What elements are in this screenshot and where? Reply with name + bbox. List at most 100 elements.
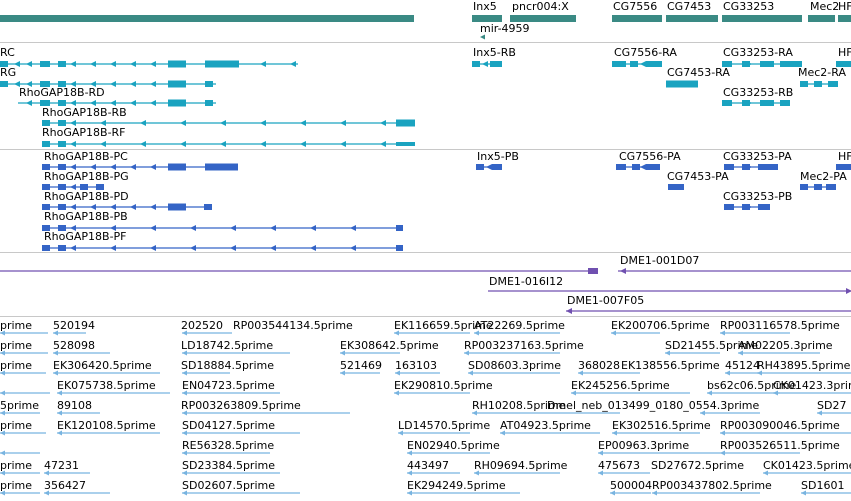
est-strand-arrow[interactable]: [720, 430, 725, 436]
est-label[interactable]: RP003237163.5prime: [464, 339, 584, 352]
est-strand-arrow[interactable]: [611, 330, 616, 336]
transcript-rc-strand-arrow[interactable]: [110, 61, 116, 67]
transcript-rg-strand-arrow[interactable]: [26, 81, 32, 87]
transcript-label[interactable]: RG: [0, 66, 17, 79]
transcript-rd-strand-arrow[interactable]: [90, 100, 96, 106]
transcript-rc-exon[interactable]: [168, 60, 186, 68]
transcript-cg33253-rb-exon[interactable]: [722, 100, 732, 106]
est-label[interactable]: 89108: [57, 399, 92, 412]
est-label[interactable]: RP003116578.5prime: [720, 319, 840, 332]
protein-pb-strand-arrow[interactable]: [190, 225, 196, 231]
protein-mec2-pa-exon[interactable]: [800, 184, 808, 190]
gene-mec2[interactable]: [808, 15, 835, 22]
est-strand-arrow[interactable]: [0, 410, 5, 416]
est-strand-arrow[interactable]: [182, 390, 187, 396]
protein-label[interactable]: CG7453-PA: [667, 170, 729, 183]
protein-cg7556-pa-exon[interactable]: [646, 164, 660, 170]
clone-label[interactable]: DME1-001D07: [620, 254, 700, 267]
transcript-rc-strand-arrow[interactable]: [260, 61, 266, 67]
est-label[interactable]: 520194: [53, 319, 95, 332]
protein-pf-exon[interactable]: [42, 245, 50, 251]
protein-cg33253-pa-exon[interactable]: [724, 164, 734, 170]
est-label[interactable]: prime: [0, 359, 33, 372]
est-label[interactable]: RE56328.5prime: [182, 439, 275, 452]
est-label[interactable]: EK294249.5prime: [407, 479, 506, 492]
transcript-rb-strand-arrow[interactable]: [100, 120, 106, 126]
est-strand-arrow[interactable]: [468, 370, 473, 376]
gene-label[interactable]: Mec2: [810, 0, 840, 13]
est-strand-arrow[interactable]: [182, 430, 187, 436]
transcript-rd-exon[interactable]: [40, 100, 50, 106]
est-strand-arrow[interactable]: [182, 410, 187, 416]
protein-label[interactable]: RhoGAP18B-PB: [44, 210, 128, 223]
est-strand-arrow[interactable]: [474, 470, 479, 476]
transcript-inx5-rb-exon[interactable]: [490, 61, 502, 67]
transcript-label[interactable]: CG33253-RA: [723, 46, 793, 59]
protein-pd-exon[interactable]: [168, 203, 186, 211]
est-label[interactable]: AT04923.5prime: [500, 419, 591, 432]
est-strand-arrow[interactable]: [707, 390, 712, 396]
gene-label[interactable]: CG7556: [613, 0, 658, 13]
transcript-cg7556-ra-exon[interactable]: [630, 61, 638, 67]
est-label[interactable]: 528098: [53, 339, 95, 352]
est-strand-arrow[interactable]: [700, 410, 705, 416]
est-label[interactable]: RP003526511.5prime: [720, 439, 840, 452]
protein-label[interactable]: RhoGAP18B-PC: [44, 150, 128, 163]
est-strand-arrow[interactable]: [464, 350, 469, 356]
est-strand-arrow[interactable]: [598, 450, 603, 456]
protein-pc-exon[interactable]: [42, 164, 50, 170]
est-label[interactable]: RP003090046.5prime: [720, 419, 840, 432]
est-label[interactable]: 475673: [598, 459, 640, 472]
transcript-rb-strand-arrow[interactable]: [260, 120, 266, 126]
protein-cg7453-pa-exon[interactable]: [668, 184, 684, 190]
gene-label[interactable]: Inx5: [473, 0, 497, 13]
est-label[interactable]: Dmel_neb_013499_0180_0554.3prime: [547, 399, 760, 412]
transcript-cg7453-ra-exon[interactable]: [666, 80, 698, 88]
transcript-rd-strand-arrow[interactable]: [150, 100, 156, 106]
transcript-cg7556-ra-exon[interactable]: [646, 61, 662, 67]
protein-pd-exon[interactable]: [42, 204, 50, 210]
protein-label[interactable]: HF: [838, 150, 851, 163]
est-label[interactable]: SD1601: [801, 479, 845, 492]
est-strand-arrow[interactable]: [738, 350, 743, 356]
est-strand-arrow[interactable]: [57, 430, 62, 436]
protein-pf-exon[interactable]: [58, 245, 66, 251]
protein-label[interactable]: RhoGAP18B-PF: [44, 230, 127, 243]
est-strand-arrow[interactable]: [182, 490, 187, 496]
protein-cg33253-pb-exon[interactable]: [724, 204, 734, 210]
protein-cg33253-pa-exon[interactable]: [758, 164, 778, 170]
est-label[interactable]: AT22269.5prime: [474, 319, 565, 332]
protein-pf-exon[interactable]: [396, 245, 403, 251]
protein-pd-strand-arrow[interactable]: [130, 204, 136, 210]
protein-cg33253-pb-strand-arrow[interactable]: [746, 204, 752, 210]
transcript-rf-strand-arrow[interactable]: [220, 141, 226, 147]
est-strand-arrow[interactable]: [578, 370, 583, 376]
transcript-rc-exon[interactable]: [58, 61, 66, 67]
gene-pncr004x[interactable]: [510, 15, 576, 22]
protein-hf-exon[interactable]: [836, 164, 851, 170]
transcript-rc-strand-arrow[interactable]: [70, 61, 76, 67]
transcript-rf-exon[interactable]: [42, 141, 50, 147]
transcript-rg-exon[interactable]: [40, 81, 50, 87]
protein-pc-exon[interactable]: [58, 164, 66, 170]
clone-end[interactable]: [620, 268, 626, 274]
protein-inx5-pb-exon[interactable]: [476, 164, 484, 170]
est-strand-arrow[interactable]: [53, 350, 58, 356]
est-strand-arrow[interactable]: [394, 390, 399, 396]
transcript-rc-strand-arrow[interactable]: [14, 61, 20, 67]
protein-pf-strand-arrow[interactable]: [70, 245, 76, 251]
protein-pd-strand-arrow[interactable]: [70, 204, 76, 210]
est-strand-arrow[interactable]: [407, 490, 412, 496]
transcript-label[interactable]: RhoGAP18B-RB: [42, 106, 127, 119]
transcript-rb-strand-arrow[interactable]: [180, 120, 186, 126]
protein-cg7556-pa-exon[interactable]: [632, 164, 640, 170]
gene-hf[interactable]: [838, 15, 851, 22]
transcript-rg-strand-arrow[interactable]: [90, 81, 96, 87]
transcript-rc-exon[interactable]: [40, 61, 50, 67]
est-label[interactable]: 356427: [44, 479, 86, 492]
protein-pc-strand-arrow[interactable]: [150, 164, 156, 170]
est-strand-arrow[interactable]: [340, 370, 345, 376]
protein-pb-strand-arrow[interactable]: [230, 225, 236, 231]
est-label[interactable]: RH43895.5prime: [757, 359, 851, 372]
protein-label[interactable]: CG33253-PB: [723, 190, 793, 203]
